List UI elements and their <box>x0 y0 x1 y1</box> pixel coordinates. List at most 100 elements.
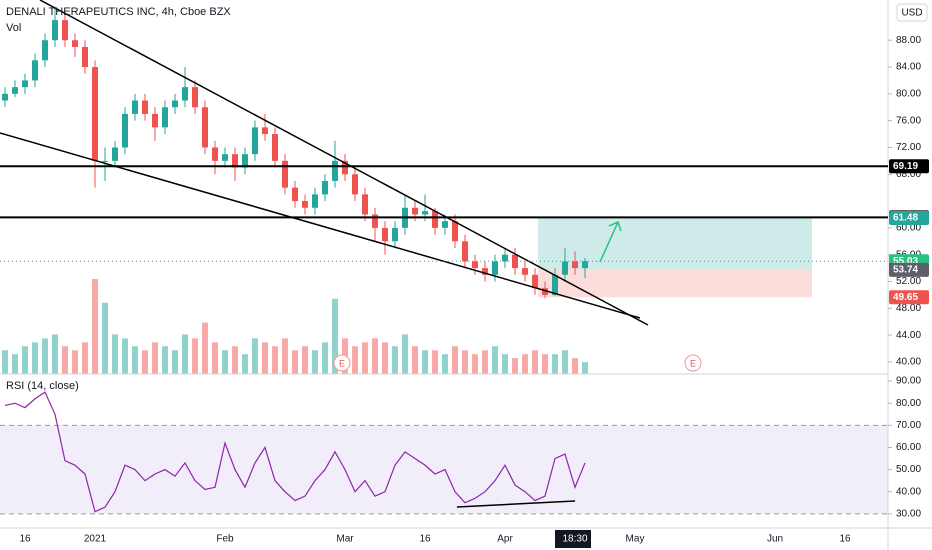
x-tick-label: Mar <box>336 534 354 545</box>
y-tick-label: 88.00 <box>896 35 921 46</box>
candle-body <box>312 194 318 208</box>
event-label: E <box>339 358 345 368</box>
volume-bar <box>442 354 448 374</box>
y-tick-label: 72.00 <box>896 142 921 153</box>
rsi-label: RSI (14, close) <box>6 380 79 392</box>
candle-body <box>532 274 538 289</box>
volume-bar <box>212 342 218 374</box>
candle-body <box>192 87 198 108</box>
candle-body <box>372 214 378 228</box>
volume-bar <box>172 350 178 374</box>
price-tag <box>889 262 929 277</box>
price-tag <box>889 159 929 174</box>
y-tick-label: 52.00 <box>896 276 921 287</box>
candle-body <box>112 147 118 161</box>
rsi-tick-label: 90.00 <box>896 376 921 387</box>
x-tick-label: Apr <box>497 534 513 545</box>
candle-body <box>472 261 478 269</box>
candle-body <box>462 241 468 262</box>
volume-bar <box>552 354 558 374</box>
volume-bar <box>272 346 278 374</box>
volume-bar <box>182 334 188 374</box>
volume-bar <box>242 354 248 374</box>
x-tick-label: May <box>626 534 645 545</box>
volume-bar <box>542 354 548 374</box>
volume-bar <box>162 346 168 374</box>
candle-body <box>82 46 88 68</box>
volume-bar <box>352 346 358 374</box>
rsi-trend-line <box>456 500 576 508</box>
volume-bar <box>412 346 418 374</box>
candle-body <box>272 134 278 161</box>
volume-bar <box>102 302 108 374</box>
volume-bar <box>392 346 398 374</box>
y-tick-label: 44.00 <box>896 330 921 341</box>
x-tick-label: 2021 <box>84 534 107 545</box>
candle-body <box>122 113 128 148</box>
candle-body <box>582 261 588 269</box>
candle-body <box>502 254 508 262</box>
rsi-tick-label: 40.00 <box>896 486 921 497</box>
candle-body <box>572 261 578 269</box>
volume-bar <box>262 342 268 374</box>
candle-body <box>22 80 28 88</box>
volume-bar <box>502 354 508 374</box>
volume-bar <box>302 346 308 374</box>
price-tag-label: 53.74 <box>893 264 918 275</box>
candle-body <box>252 127 258 155</box>
currency-button[interactable] <box>896 3 928 22</box>
candle-body <box>282 160 288 188</box>
candle-body <box>382 227 388 242</box>
volume-bar <box>232 346 238 374</box>
candle-body <box>422 211 428 215</box>
event-marker <box>333 354 351 372</box>
candle-body <box>412 207 418 215</box>
volume-bar <box>532 350 538 374</box>
candle-body <box>512 254 518 269</box>
candle-body <box>342 160 348 175</box>
price-tag-label: 49.65 <box>893 292 918 303</box>
candle-body <box>302 201 308 208</box>
volume-bar <box>42 338 48 374</box>
candle-body <box>492 261 498 275</box>
volume-bar <box>562 350 568 374</box>
volume-bar <box>362 342 368 374</box>
crosshair-time-box <box>555 530 591 548</box>
volume-bar <box>222 350 228 374</box>
volume-bar <box>282 338 288 374</box>
volume-bar <box>322 342 328 374</box>
volume-bar <box>372 338 378 374</box>
candle-body <box>102 160 108 162</box>
volume-label: Vol <box>6 22 21 34</box>
candle-body <box>292 187 298 202</box>
candle-body <box>332 160 338 181</box>
projection-arrow <box>599 220 622 263</box>
candle-body <box>212 147 218 161</box>
rsi-tick-label: 70.00 <box>896 420 921 431</box>
candle-body <box>452 221 458 242</box>
volume-bar <box>582 362 588 374</box>
volume-bar <box>512 358 518 374</box>
rsi-line <box>4 391 586 513</box>
x-tick-label: Feb <box>216 534 234 545</box>
candle-body <box>322 180 328 195</box>
price-tag-label: 55.03 <box>893 256 918 267</box>
volume-bar <box>112 334 118 374</box>
candle-body <box>242 154 248 168</box>
volume-bar <box>522 354 528 374</box>
candle-body <box>12 87 18 94</box>
volume-bar <box>292 350 298 374</box>
volume-bar <box>142 350 148 374</box>
volume-bar <box>432 350 438 374</box>
event-marker <box>684 354 702 372</box>
volume-bar <box>22 346 28 374</box>
y-tick-label: 48.00 <box>896 303 921 314</box>
volume-bar <box>472 354 478 374</box>
candle-body <box>162 107 168 128</box>
rsi-tick-label: 80.00 <box>896 398 921 409</box>
volume-bar <box>492 346 498 374</box>
volume-bar <box>52 334 58 374</box>
volume-bar <box>132 346 138 374</box>
chart-title: DENALI THERAPEUTICS INC, 4h, Cboe BZX <box>6 6 231 18</box>
